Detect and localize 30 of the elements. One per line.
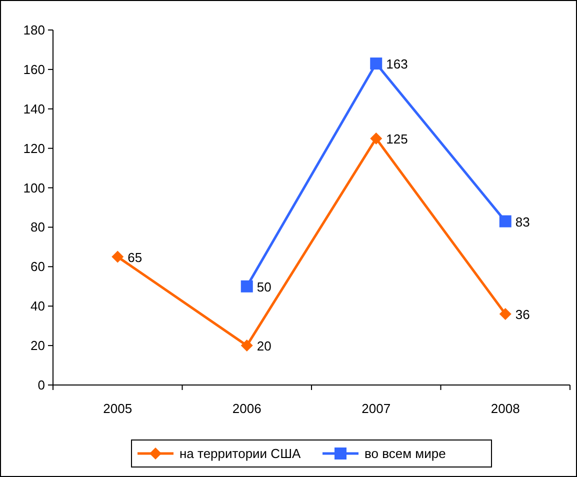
y-tick-label: 60 — [30, 259, 45, 274]
y-tick-label: 140 — [23, 101, 45, 116]
y-tick-label: 40 — [30, 298, 45, 314]
point — [499, 308, 512, 320]
x-tick-label: 2005 — [103, 401, 132, 416]
legend-label: во всем мире — [364, 446, 446, 461]
point — [112, 250, 124, 263]
y-tick-label: 100 — [23, 180, 45, 196]
y-tick-label: 80 — [30, 220, 45, 235]
data-label: 50 — [256, 279, 272, 294]
y-tick-label: 180 — [23, 22, 45, 38]
data-label: 20 — [256, 338, 272, 354]
point — [499, 215, 512, 228]
data-label: 163 — [386, 56, 408, 72]
point — [240, 340, 253, 352]
y-tick-label: 160 — [23, 62, 45, 77]
point — [240, 280, 253, 292]
data-label: 83 — [515, 214, 530, 230]
data-label: 125 — [386, 131, 408, 146]
data-label: 65 — [128, 250, 142, 265]
x-tick-label: 2008 — [490, 401, 520, 416]
x-tick-label: 2007 — [362, 401, 391, 416]
point — [370, 132, 382, 144]
y-tick-label: 0 — [38, 378, 45, 392]
x-tick-label: 2006 — [232, 401, 262, 416]
legend-label: на территории США — [180, 446, 301, 461]
y-tick-label: 120 — [23, 140, 45, 156]
point — [370, 58, 382, 70]
y-tick-label: 20 — [30, 338, 45, 354]
data-label: 36 — [515, 307, 530, 322]
